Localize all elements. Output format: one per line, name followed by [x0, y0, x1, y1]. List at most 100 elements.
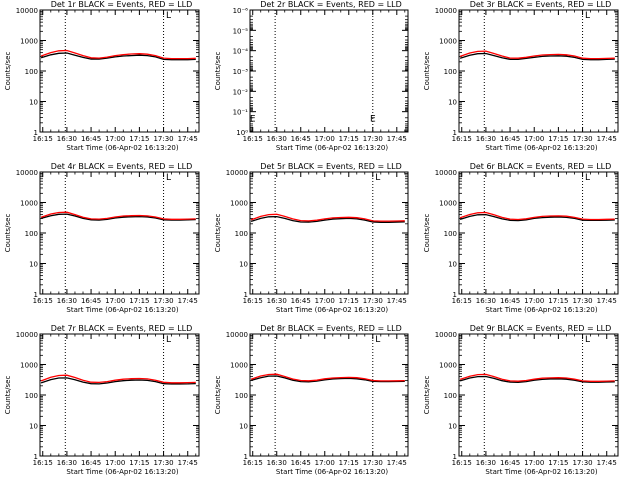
det-5-series-events [250, 215, 405, 223]
det-6-title: Det 6r BLACK = Events, RED = LLD [470, 162, 612, 171]
det-3-xtick-label: 17:00 [524, 135, 544, 143]
det-1-panel: Det 1r BLACK = Events, RED = LLD Counts/s… [4, 0, 200, 152]
det-8-xtick-label: 17:45 [387, 459, 407, 467]
det-8-ytick-label: 10000 [226, 331, 248, 339]
det-7-ytick-label: 10000 [16, 331, 38, 339]
det-6-xtick-label: 16:45 [500, 297, 520, 305]
det-6-panel: Det 6r BLACK = Events, RED = LLD Counts/s… [423, 162, 619, 314]
det-3-ytick-label: 10 [448, 99, 457, 107]
det-1-xtick-label: 17:15 [129, 135, 149, 143]
det-5-panel: Det 5r BLACK = Events, RED = LLD Counts/s… [214, 162, 409, 314]
det-8-xtick-label: 17:15 [339, 459, 359, 467]
det-8-xtick-label: 16:45 [291, 459, 311, 467]
det-2-xlabel: Start Time (06-Apr-02 16:13:20) [276, 144, 388, 152]
det-3-plot-frame [458, 9, 619, 133]
det-3-series-events [459, 52, 615, 61]
det-1-ytick-label: 100 [25, 68, 38, 76]
det-8-plot-frame [249, 333, 409, 457]
det-4-title: Det 4r BLACK = Events, RED = LLD [51, 162, 193, 171]
det-6-ytick-label: 10 [448, 261, 457, 269]
det-6-xtick-label: 17:15 [548, 297, 568, 305]
det-2-ytick-label: 10⁰ [236, 129, 248, 137]
det-3-xlabel: Start Time (06-Apr-02 16:13:20) [485, 144, 597, 152]
det-3-xtick-label: 16:45 [500, 135, 520, 143]
det-9-ytick-label: 10 [448, 423, 457, 431]
det-2-ytick-label: 10⁻² [233, 88, 249, 96]
det-8-series-lld [250, 373, 405, 382]
det-2-xtick-label: 16:15 [243, 135, 263, 143]
det-8-panel: Det 8r BLACK = Events, RED = LLD Counts/s… [214, 324, 409, 476]
det-5-xtick-label: 17:30 [363, 297, 383, 305]
det-7-series-events [40, 377, 196, 385]
det-5-xtick-label: 16:15 [243, 297, 263, 305]
det-6-xtick-label: 17:30 [572, 297, 592, 305]
det-2-xtick-label: 16:45 [291, 135, 311, 143]
det-9-xtick-label: 17:00 [524, 459, 544, 467]
det-9-xtick-label: 17:30 [572, 459, 592, 467]
det-9-xtick-label: 17:15 [548, 459, 568, 467]
det-6-xtick-label: 17:00 [524, 297, 544, 305]
det-4-ytick-label: 100 [25, 230, 38, 238]
det-7-plot-frame [39, 333, 200, 457]
det-2-point-marker: E [250, 114, 256, 124]
det-1-ytick-label: 10000 [16, 7, 38, 15]
det-8-marker-label: L [375, 335, 380, 345]
det-7-xtick-label: 16:30 [57, 459, 77, 467]
det-6-xtick-label: 16:15 [452, 297, 472, 305]
det-8-xtick-label: 17:00 [315, 459, 335, 467]
det-4-ytick-label: 10 [29, 261, 38, 269]
det-9-ytick-label: 10000 [435, 331, 457, 339]
det-1-ytick-label: 1000 [20, 38, 38, 46]
det-1-ylabel: Counts/sec [4, 52, 12, 91]
det-9-plot-frame [458, 333, 619, 457]
det-6-marker-label: L [585, 173, 590, 183]
det-2-plot-frame [249, 9, 409, 133]
det-4-ylabel: Counts/sec [4, 214, 12, 253]
det-3-xtick-label: 17:45 [597, 135, 617, 143]
det-5-xtick-label: 16:30 [267, 297, 287, 305]
det-9-xtick-label: 16:15 [452, 459, 472, 467]
det-9-series-events [459, 375, 615, 383]
det-1-xlabel: Start Time (06-Apr-02 16:13:20) [66, 144, 178, 152]
det-2-title: Det 2r BLACK = Events, RED = LLD [260, 0, 402, 9]
det-8-xtick-label: 16:15 [243, 459, 263, 467]
det-7-marker-label: L [166, 335, 171, 345]
det-2-ylabel: Counts/sec [214, 52, 222, 91]
det-4-plot-frame [39, 171, 200, 295]
det-1-xtick-label: 17:00 [105, 135, 125, 143]
det-6-xlabel: Start Time (06-Apr-02 16:13:20) [485, 306, 597, 314]
det-7-xtick-label: 16:45 [81, 459, 101, 467]
det-6-xtick-label: 16:30 [476, 297, 496, 305]
det-7-xtick-label: 17:45 [178, 459, 198, 467]
det-7-ytick-label: 100 [25, 392, 38, 400]
det-3-ytick-label: 1 [453, 129, 457, 137]
det-5-plot-frame [249, 171, 409, 295]
det-7-xtick-label: 16:15 [33, 459, 53, 467]
det-6-series-events [459, 213, 615, 222]
det-5-xtick-label: 16:45 [291, 297, 311, 305]
det-3-panel: Det 3r BLACK = Events, RED = LLD Counts/s… [423, 0, 619, 152]
det-6-ytick-label: 10000 [435, 169, 457, 177]
det-5-ytick-label: 10 [239, 261, 248, 269]
det-5-xtick-label: 17:15 [339, 297, 359, 305]
det-4-xtick-label: 16:45 [81, 297, 101, 305]
det-6-plot-frame [458, 171, 619, 295]
det-3-xtick-label: 17:15 [548, 135, 568, 143]
det-8-xtick-label: 17:30 [363, 459, 383, 467]
det-1-xtick-label: 16:15 [33, 135, 53, 143]
det-3-xtick-label: 16:30 [476, 135, 496, 143]
det-2-ytick-label: 10⁻⁶ [233, 7, 249, 15]
det-2-xtick-label: 17:30 [363, 135, 383, 143]
det-9-title: Det 9r BLACK = Events, RED = LLD [470, 324, 612, 333]
det-1-series-lld [40, 49, 196, 60]
det-7-ytick-label: 1 [34, 453, 38, 461]
det-7-title: Det 7r BLACK = Events, RED = LLD [51, 324, 193, 333]
det-4-xtick-label: 17:00 [105, 297, 125, 305]
det-1-xtick-label: 16:30 [57, 135, 77, 143]
det-8-xlabel: Start Time (06-Apr-02 16:13:20) [276, 468, 388, 476]
det-9-xtick-label: 17:45 [597, 459, 617, 467]
det-9-xtick-label: 16:30 [476, 459, 496, 467]
det-8-xtick-label: 16:30 [267, 459, 287, 467]
det-1-xtick-label: 17:45 [178, 135, 198, 143]
